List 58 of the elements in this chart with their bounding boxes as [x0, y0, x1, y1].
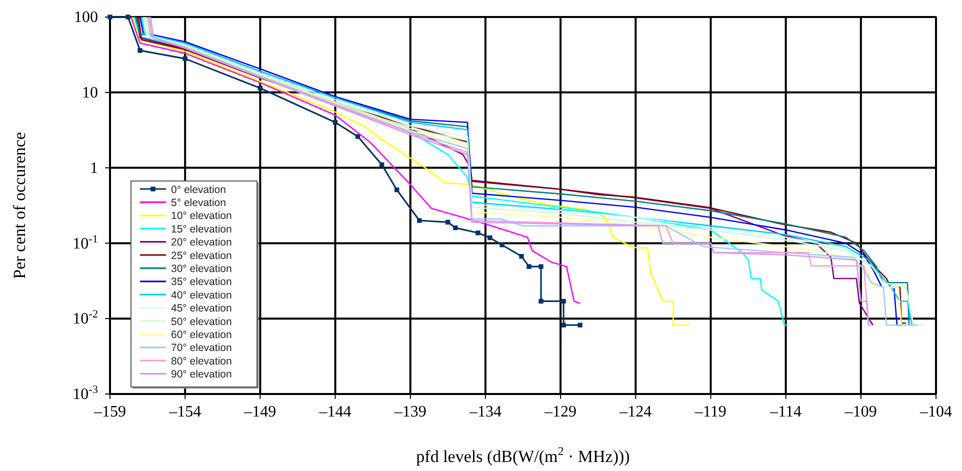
y-tick-label: 100	[74, 9, 98, 26]
point	[138, 48, 142, 53]
legend-label: 30° elevation	[171, 263, 232, 275]
x-tick-label: –124	[618, 403, 652, 420]
x-tick-label: –149	[243, 403, 276, 420]
legend-label: 10° elevation	[171, 210, 232, 222]
x-tick-label: –109	[844, 403, 877, 420]
point	[417, 218, 422, 223]
legend-label: 5° elevation	[171, 197, 226, 209]
y-tick-label: 10$^{-2}$	[72, 308, 98, 328]
point	[258, 86, 263, 90]
point	[538, 298, 544, 304]
point	[394, 188, 400, 192]
x-tick-label: –139	[393, 403, 426, 420]
legend-label: 80° elevation	[171, 355, 232, 368]
point	[519, 254, 524, 259]
point	[476, 230, 480, 236]
x-tick-label: –114	[769, 403, 802, 420]
legend-label: 45° elevation	[171, 302, 232, 315]
point	[108, 14, 112, 20]
x-tick-label: –119	[694, 403, 726, 420]
point	[561, 322, 566, 328]
point	[126, 14, 130, 20]
x-tick-label: –154	[168, 403, 202, 420]
legend-label: 35° elevation	[171, 276, 232, 288]
point	[182, 56, 188, 62]
line-series	[132, 16, 690, 326]
legend-label: 70° elevation	[171, 342, 232, 354]
point	[355, 134, 360, 139]
y-tick-label: 10$^{-3}$	[72, 384, 98, 404]
legend-label: 20° elevation	[171, 236, 232, 249]
point	[500, 242, 504, 248]
x-tick-label: –144	[318, 403, 352, 420]
legend-label: 40° elevation	[171, 289, 232, 302]
x-tick-label: –134	[468, 403, 502, 420]
legend-label: 90° elevation	[171, 368, 232, 381]
point	[488, 235, 492, 240]
point	[332, 120, 338, 125]
y-tick-label: 1	[90, 160, 98, 177]
legend-label: 60° elevation	[171, 329, 232, 341]
x-tick-label: –129	[544, 403, 577, 420]
x-tick-label: –104	[919, 403, 952, 420]
y-axis-title: Per cent of occurence	[10, 132, 29, 279]
point	[446, 220, 450, 225]
legend-label: 50° elevation	[171, 316, 232, 328]
y-tick-label: 10	[82, 84, 98, 102]
point	[578, 322, 582, 328]
point	[526, 264, 532, 269]
x-axis-title: pfd levels (dB(W/(m$^{2}$ · MHz)))	[416, 444, 630, 466]
legend-label: 15° elevation	[171, 223, 232, 236]
point	[379, 162, 384, 168]
y-tick-label: 10$^{-1}$	[72, 233, 98, 252]
legend-label: 0° elevation	[171, 184, 226, 196]
point	[561, 298, 566, 304]
legend-label: 25° elevation	[171, 250, 232, 262]
x-tick-label: –159	[93, 403, 126, 420]
point	[538, 264, 544, 269]
point	[453, 225, 458, 230]
